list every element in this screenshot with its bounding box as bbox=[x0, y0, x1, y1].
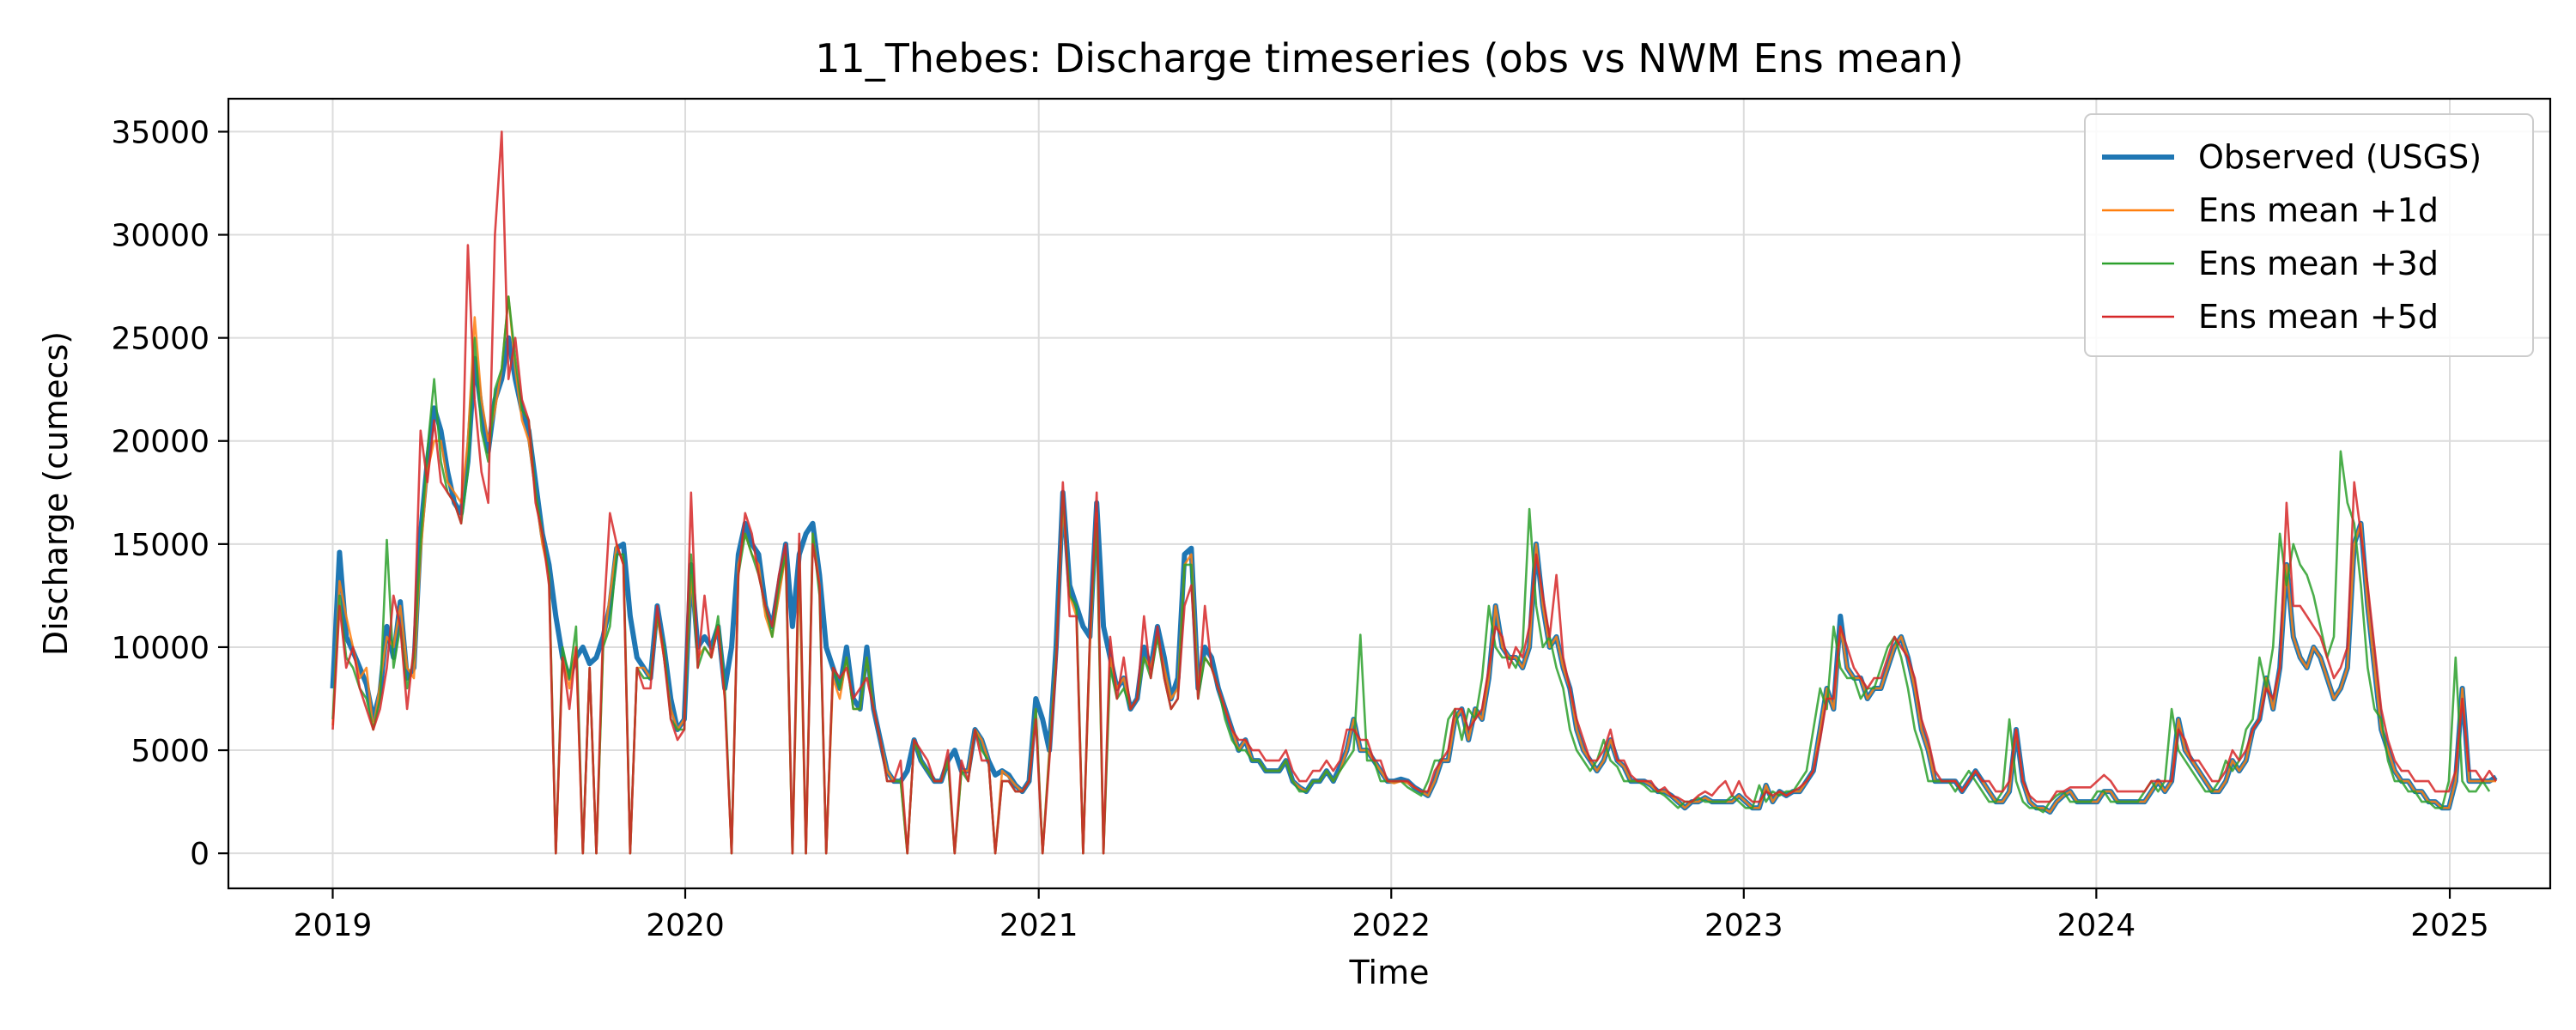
axis-ticks: 2019 2020 2021 2022 2023 2024 2025 0 5000 10000 15… bbox=[111, 115, 2488, 943]
chart-title: 11_Thebes: Discharge timeseries (obs vs … bbox=[815, 35, 1964, 82]
y-axis-label: Discharge (cumecs) bbox=[37, 331, 75, 656]
x-tick-label: 2020 bbox=[646, 908, 725, 943]
y-tick-label: 0 bbox=[190, 837, 210, 872]
legend-label: Ens mean +5d bbox=[2198, 298, 2439, 336]
legend-label: Observed (USGS) bbox=[2198, 138, 2482, 176]
y-tick-label: 15000 bbox=[111, 528, 210, 563]
y-tick-label: 5000 bbox=[131, 734, 210, 769]
grid-lines bbox=[228, 99, 2550, 888]
plot-frame bbox=[227, 97, 2552, 890]
y-tick-label: 25000 bbox=[111, 322, 210, 357]
x-tick-label: 2019 bbox=[294, 908, 373, 943]
y-tick-label: 35000 bbox=[111, 115, 210, 150]
legend-label: Ens mean +1d bbox=[2198, 191, 2439, 229]
legend-label: Ens mean +3d bbox=[2198, 245, 2439, 282]
series-lines bbox=[330, 130, 2498, 855]
series-line-ens-mean-5d bbox=[331, 130, 2498, 855]
x-tick-label: 2025 bbox=[2410, 908, 2489, 943]
x-tick-label: 2023 bbox=[1704, 908, 1783, 943]
legend-box bbox=[2084, 113, 2534, 357]
y-tick-label: 30000 bbox=[111, 219, 210, 254]
x-axis-label: Time bbox=[1349, 954, 1430, 991]
series-line-ens-mean-3d bbox=[331, 295, 2491, 855]
legend: Observed (USGS) Ens mean +1d Ens mean +3d E… bbox=[2084, 113, 2534, 357]
y-tick-label: 20000 bbox=[111, 425, 210, 460]
x-tick-label: 2024 bbox=[2057, 908, 2136, 943]
x-tick-label: 2022 bbox=[1352, 908, 1431, 943]
y-tick-label: 10000 bbox=[111, 631, 210, 666]
x-tick-label: 2021 bbox=[999, 908, 1078, 943]
